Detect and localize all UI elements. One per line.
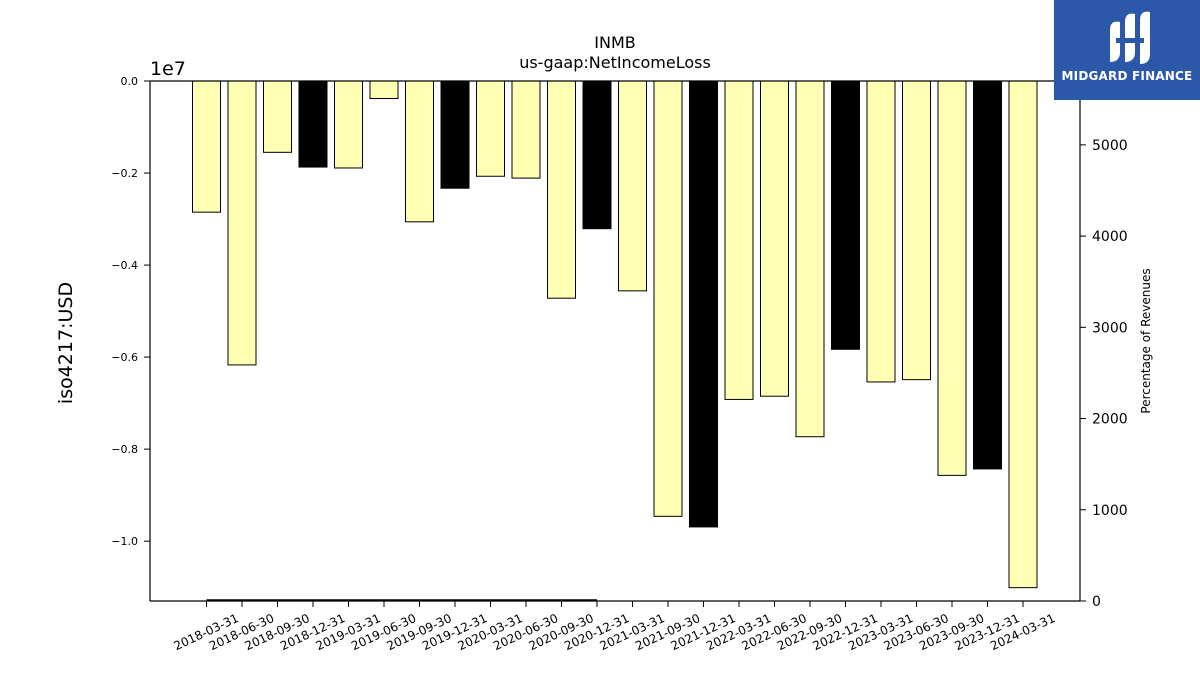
y-tick-label: 0.0 xyxy=(121,75,139,88)
bar-2019-06-30 xyxy=(369,80,399,99)
y-axis-label: iso4217:USD xyxy=(55,282,77,404)
y2-axis-label: Percentage of Revenues xyxy=(1139,268,1153,413)
bar-2021-12-31 xyxy=(689,80,718,528)
logo-mark-icon xyxy=(1110,11,1150,64)
logo: MIDGARD FINANCE xyxy=(1054,0,1200,100)
bar-2022-06-30 xyxy=(760,80,789,397)
bar-2020-12-31 xyxy=(582,80,612,230)
y-tick-label: −0.2 xyxy=(111,167,138,180)
y-tick-label: −0.4 xyxy=(111,259,138,272)
bar-2023-12-31 xyxy=(973,80,1002,470)
bar-2023-06-30 xyxy=(902,80,931,381)
y2-tick-label: 0 xyxy=(1092,594,1101,610)
y-offset-label: 1e7 xyxy=(150,58,186,80)
y2-tick-label: 3000 xyxy=(1092,320,1128,336)
bar-2023-09-30 xyxy=(937,80,967,476)
y-tick-label: −1.0 xyxy=(111,535,138,548)
bar-2018-03-31 xyxy=(192,80,221,213)
bar-2023-03-31 xyxy=(866,80,896,383)
y-axis-ticks: 0.0 −0.2 −0.4 −0.6 −0.8 −1.0 xyxy=(111,75,150,548)
bar-2019-03-31 xyxy=(334,80,363,169)
y-tick-label: −0.6 xyxy=(111,351,138,364)
y2-tick-label: 1000 xyxy=(1092,503,1128,519)
bar-2022-03-31 xyxy=(724,80,754,400)
logo-text: MIDGARD FINANCE xyxy=(1061,69,1193,83)
bar-2021-03-31 xyxy=(618,80,647,292)
bars xyxy=(192,80,1038,589)
bar-2019-12-31 xyxy=(440,80,470,189)
y2-tick-label: 2000 xyxy=(1092,412,1128,428)
y2-tick-label: 5000 xyxy=(1092,138,1128,154)
x-axis-ticks: 2018-03-312018-06-302018-09-302018-12-31… xyxy=(172,601,1057,653)
chart-subtitle: us-gaap:NetIncomeLoss xyxy=(519,53,711,72)
y-tick-label: −0.8 xyxy=(111,443,138,456)
y2-axis-ticks: 0 1000 2000 3000 4000 5000 xyxy=(1080,138,1128,610)
bar-2020-06-30 xyxy=(511,80,541,179)
chart-title: INMB xyxy=(594,33,635,52)
y2-tick-label: 4000 xyxy=(1092,229,1128,245)
bar-2018-12-31 xyxy=(298,80,328,168)
bar-2022-09-30 xyxy=(795,80,825,438)
bar-2019-09-30 xyxy=(405,80,434,223)
bar-2020-09-30 xyxy=(547,80,576,299)
bar-2021-09-30 xyxy=(653,80,683,517)
bar-2020-03-31 xyxy=(476,80,505,177)
bar-2024-03-31 xyxy=(1008,80,1038,589)
bar-2018-06-30 xyxy=(227,80,257,366)
bar-2022-12-31 xyxy=(831,80,860,350)
bar-2018-09-30 xyxy=(263,80,292,153)
